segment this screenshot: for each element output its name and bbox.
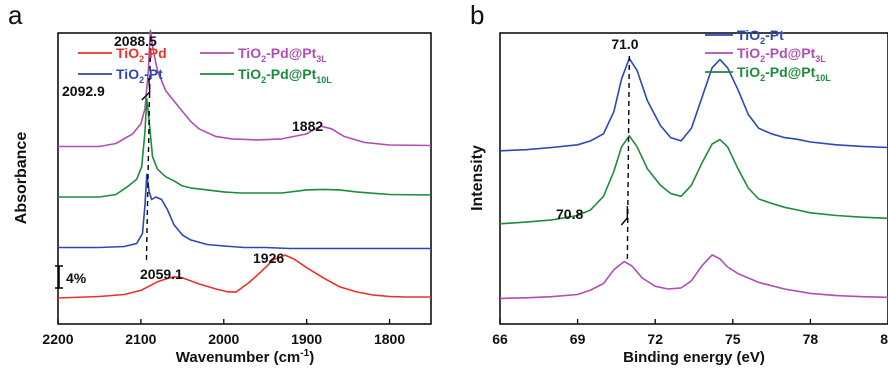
series-line-3 bbox=[57, 254, 431, 299]
legend-label: TiO2-Pt bbox=[737, 27, 784, 46]
peak-annotation: 71.0 bbox=[611, 36, 638, 52]
legend-label-sub2: 10L bbox=[316, 75, 332, 85]
legend-label-sub2: 3L bbox=[316, 54, 327, 64]
legend-label: TiO2-Pd bbox=[116, 45, 167, 64]
x-tick-label: 78 bbox=[803, 331, 819, 347]
legend-label-mid: -Pt bbox=[765, 27, 784, 43]
panel-a-x-axis-label-sup: -1 bbox=[300, 348, 309, 359]
peak-shift-marker bbox=[620, 206, 629, 226]
legend-label-base: TiO bbox=[116, 66, 139, 82]
x-tick-label: 66 bbox=[492, 331, 508, 347]
legend-label-mid: -Pd@Pt bbox=[266, 45, 317, 61]
legend-label-base: TiO bbox=[737, 27, 760, 43]
legend-label-mid: -Pd bbox=[144, 45, 167, 61]
legend-label: TiO2-Pd@Pt3L bbox=[737, 45, 826, 64]
x-tick-label: 72 bbox=[647, 331, 663, 347]
legend-label-sub: 2 bbox=[261, 75, 266, 85]
panel-b-frame bbox=[499, 32, 888, 325]
x-tick-label: 1900 bbox=[291, 331, 322, 347]
panel-a-x-ticks: 2200 2100 2000 1900 1800 bbox=[42, 319, 405, 347]
peak-annotation: 1926 bbox=[253, 250, 284, 266]
series-line-2 bbox=[499, 254, 888, 300]
legend-label-sub2: 10L bbox=[815, 73, 831, 83]
peak-annotation: 1882 bbox=[292, 118, 323, 134]
x-tick-label: 1800 bbox=[374, 331, 405, 347]
panel-a-x-axis-label-main: Wavenumber (cm bbox=[176, 349, 300, 366]
x-tick-label: 75 bbox=[725, 331, 741, 347]
panel-a-frame bbox=[57, 32, 432, 325]
panel-a-x-axis-label-end: ) bbox=[309, 349, 314, 366]
panel-b-curves bbox=[499, 57, 888, 300]
series-line-2 bbox=[58, 173, 431, 250]
series-line-0 bbox=[58, 29, 432, 148]
peak-annotation: 70.8 bbox=[556, 206, 583, 222]
legend-label-sub: 2 bbox=[261, 54, 266, 64]
panel-b-xps-spectrum: b 666972757881 71.070.8 TiO2-PtTiO2-Pd@P… bbox=[469, 0, 888, 366]
panel-b-x-axis-label: Binding energy (eV) bbox=[623, 349, 765, 366]
legend-label: TiO2-Pd@Pt10L bbox=[238, 66, 332, 85]
panel-b-y-axis-label: Intensity bbox=[469, 145, 486, 211]
legend-label: TiO2-Pd@Pt10L bbox=[737, 64, 831, 83]
x-tick-label: 81 bbox=[880, 331, 888, 347]
panel-a-curves bbox=[57, 29, 432, 299]
panel-a-ir-spectrum: a 2200 2100 2000 1900 1800 2088.52092.918822… bbox=[8, 0, 432, 366]
panel-a-x-axis-label: Wavenumber (cm-1) bbox=[176, 348, 314, 366]
x-tick-label: 2000 bbox=[208, 331, 239, 347]
legend-label-sub: 2 bbox=[760, 73, 765, 83]
legend-label-base: TiO bbox=[116, 45, 139, 61]
legend-label: TiO2-Pd@Pt3L bbox=[238, 45, 327, 64]
series-line-1 bbox=[58, 97, 432, 198]
peak-annotation: 2088.5 bbox=[114, 33, 157, 49]
peak-shift-marker bbox=[141, 77, 151, 101]
legend-label-mid: -Pd@Pt bbox=[266, 66, 317, 82]
legend-label-sub: 2 bbox=[139, 54, 144, 64]
peak-dashed-line bbox=[626, 55, 631, 263]
panel-a-y-axis-label: Absorbance bbox=[13, 132, 30, 225]
legend-label-base: TiO bbox=[238, 66, 261, 82]
legend-label-base: TiO bbox=[737, 45, 760, 61]
x-tick-label: 2200 bbox=[42, 331, 73, 347]
x-tick-label: 69 bbox=[570, 331, 586, 347]
panel-a-scale-bar: 4% bbox=[55, 265, 87, 289]
panel-b-x-ticks: 66 69 72 75 78 81 bbox=[492, 319, 888, 347]
legend-label-sub2: 3L bbox=[815, 54, 826, 64]
legend-label: TiO2-Pt bbox=[116, 66, 163, 85]
x-tick-label: 2100 bbox=[125, 331, 156, 347]
legend-label-mid: -Pt bbox=[144, 66, 163, 82]
legend-label-sub: 2 bbox=[760, 36, 765, 46]
peak-annotation: 2059.1 bbox=[140, 266, 183, 282]
legend-label-mid: -Pd@Pt bbox=[765, 45, 816, 61]
panel-b-letter: b bbox=[470, 0, 484, 30]
legend-label-sub: 2 bbox=[139, 75, 144, 85]
panel-b-peak-markers: 71.0 70.8 bbox=[556, 36, 639, 263]
panel-a-peak-markers: 2088.5 2092.9 1882 2059.1 1926 bbox=[62, 33, 323, 282]
series-line-1 bbox=[499, 135, 888, 225]
legend-label-mid: -Pd@Pt bbox=[765, 64, 816, 80]
legend-label-base: TiO bbox=[737, 64, 760, 80]
series-line-0 bbox=[499, 57, 888, 152]
scale-bar-label: 4% bbox=[66, 270, 87, 286]
legend-label-base: TiO bbox=[238, 45, 261, 61]
legend-label-sub: 2 bbox=[760, 54, 765, 64]
peak-annotation: 2092.9 bbox=[62, 83, 105, 99]
panel-a-letter: a bbox=[8, 0, 23, 30]
